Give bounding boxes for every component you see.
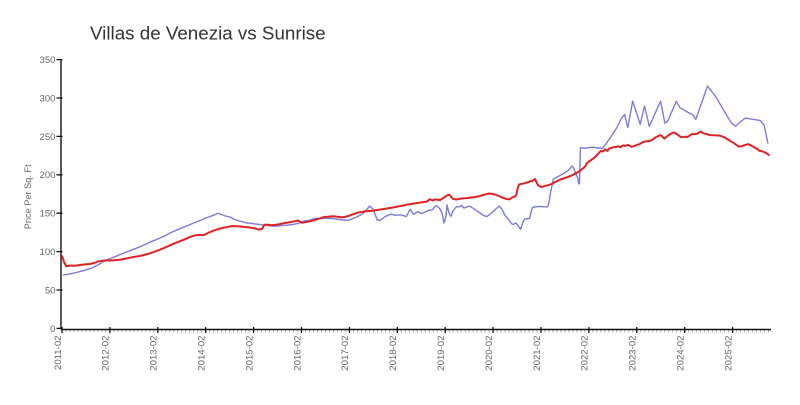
svg-text:Price Per Sq. Ft: Price Per Sq. Ft (23, 164, 33, 229)
svg-text:2018-02: 2018-02 (388, 336, 399, 371)
svg-text:2017-02: 2017-02 (340, 336, 351, 371)
svg-text:2015-02: 2015-02 (244, 336, 255, 371)
svg-text:50: 50 (45, 285, 56, 296)
svg-text:2021-02: 2021-02 (532, 336, 543, 371)
svg-text:Villas de Venezia vs Sunrise: Villas de Venezia vs Sunrise (90, 23, 326, 44)
svg-text:2016-02: 2016-02 (292, 336, 303, 371)
svg-text:100: 100 (39, 247, 55, 258)
svg-text:200: 200 (39, 170, 55, 181)
svg-text:2014-02: 2014-02 (196, 336, 207, 371)
svg-text:2020-02: 2020-02 (484, 335, 495, 370)
svg-text:2025-02: 2025-02 (723, 336, 734, 371)
svg-text:2013-02: 2013-02 (149, 336, 160, 371)
svg-text:0: 0 (50, 324, 55, 335)
svg-text:300: 300 (39, 93, 55, 104)
svg-text:2024-02: 2024-02 (676, 336, 687, 371)
svg-text:250: 250 (39, 132, 55, 143)
svg-text:2012-02: 2012-02 (101, 336, 112, 371)
svg-text:2022-02: 2022-02 (580, 336, 591, 371)
svg-text:350: 350 (39, 55, 55, 66)
svg-text:2023-02: 2023-02 (628, 336, 639, 371)
svg-text:2019-02: 2019-02 (436, 336, 447, 371)
svg-text:2011-02: 2011-02 (53, 336, 64, 371)
svg-text:150: 150 (39, 209, 55, 220)
